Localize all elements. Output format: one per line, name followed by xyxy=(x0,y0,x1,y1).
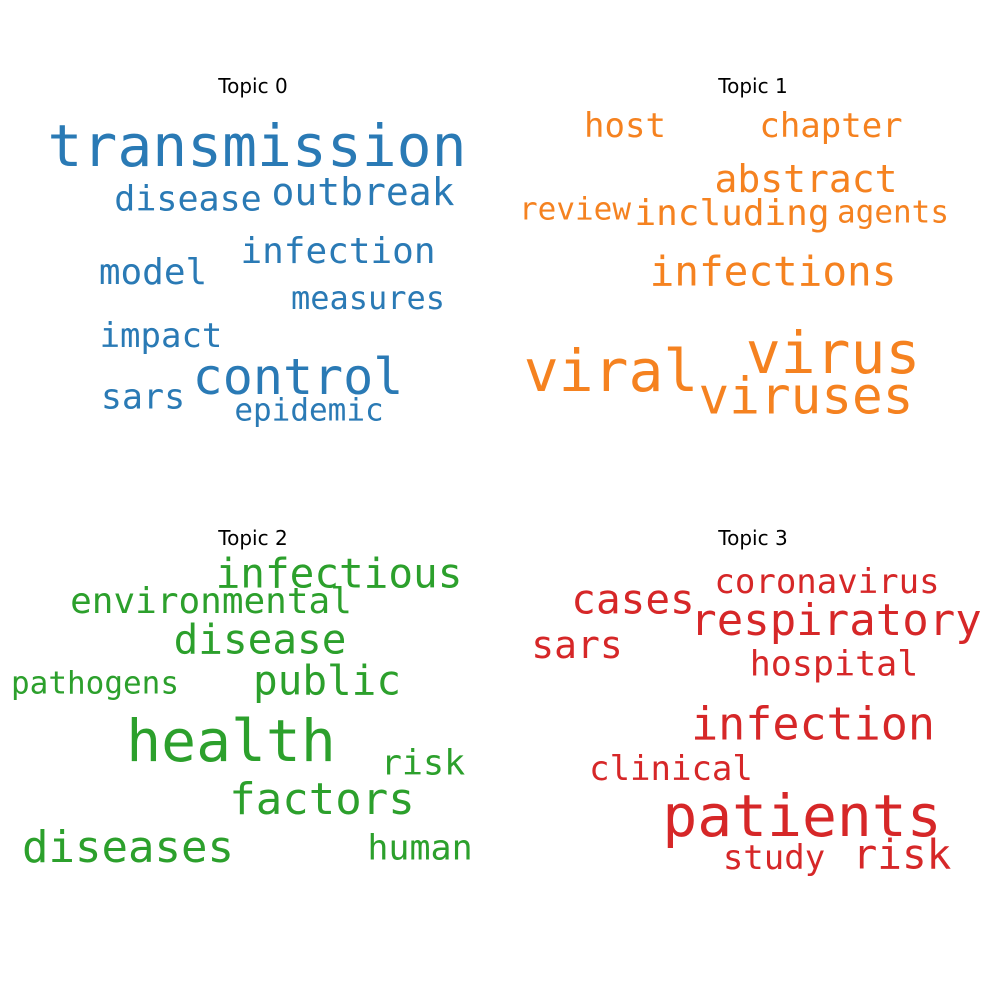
topic-1-word-including: including xyxy=(634,193,830,234)
topic-3-word-study: study xyxy=(722,838,826,878)
topic-0-word-sars: sars xyxy=(100,377,186,418)
topic-1-word-chapter: chapter xyxy=(759,106,903,146)
topic-0-title: Topic 0 xyxy=(218,74,288,98)
topic-3-panel: Topic 3 patients infection respiratory c… xyxy=(500,452,1000,952)
topic-1-panel: Topic 1 viral virus viruses infections a… xyxy=(500,0,1000,500)
topic-3-word-risk: risk xyxy=(852,830,952,879)
topic-0-word-infection: infection xyxy=(240,231,436,272)
topic-2-panel: Topic 2 health factors diseases infectio… xyxy=(0,452,500,952)
topic-0-word-outbreak: outbreak xyxy=(271,170,455,214)
topic-3-word-patients: patients xyxy=(662,782,942,850)
topic-1-word-agents: agents xyxy=(837,194,949,231)
topic-0-word-disease: disease xyxy=(114,179,262,220)
topic-2-cloud: health factors diseases infectious disea… xyxy=(0,452,500,952)
topic-3-word-coronavirus: coronavirus xyxy=(714,562,940,602)
topic-2-word-environmental: environmental xyxy=(70,581,352,622)
topic-3-word-sars: sars xyxy=(531,623,623,667)
topic-3-word-cases: cases xyxy=(571,575,695,624)
topic-1-word-virus: virus xyxy=(745,319,921,387)
topic-2-word-factors: factors xyxy=(229,774,415,825)
topic-3-word-hospital: hospital xyxy=(749,644,919,685)
topic-1-word-infections: infections xyxy=(649,247,897,296)
topic-0-word-impact: impact xyxy=(99,316,223,356)
topic-3-word-infection: infection xyxy=(691,697,935,751)
topic-0-panel: Topic 0 transmission control outbreak in… xyxy=(0,0,500,500)
topic-3-word-clinical: clinical xyxy=(589,749,753,789)
topic-0-word-epidemic: epidemic xyxy=(234,392,384,429)
topic-1-word-review: review xyxy=(519,191,631,228)
topic-1-word-viral: viral xyxy=(523,337,699,405)
topic-1-word-host: host xyxy=(584,106,666,146)
topic-2-title: Topic 2 xyxy=(218,526,288,550)
topic-2-word-risk: risk xyxy=(380,743,466,784)
topic-2-word-health: health xyxy=(126,707,336,775)
topic-0-cloud: transmission control outbreak infection … xyxy=(0,0,500,500)
topic-0-word-model: model xyxy=(98,252,208,293)
topic-2-word-pathogens: pathogens xyxy=(11,665,179,702)
topic-0-word-control: control xyxy=(192,348,404,406)
topic-3-cloud: patients infection respiratory cases ris… xyxy=(500,452,1000,952)
topic-3-title: Topic 3 xyxy=(718,526,788,550)
topic-1-word-abstract: abstract xyxy=(714,157,898,201)
topic-2-word-infectious: infectious xyxy=(215,549,463,598)
topic-1-cloud: viral virus viruses infections abstract … xyxy=(500,0,1000,500)
topic-3-word-respiratory: respiratory xyxy=(690,595,982,646)
topic-1-word-viruses: viruses xyxy=(698,367,914,427)
topic-0-word-transmission: transmission xyxy=(47,112,467,180)
topic-2-word-disease: disease xyxy=(173,615,347,664)
topic-0-word-measures: measures xyxy=(290,279,446,317)
topic-1-title: Topic 1 xyxy=(718,74,788,98)
topic-2-word-diseases: diseases xyxy=(22,822,234,873)
topic-2-word-human: human xyxy=(367,828,473,869)
topic-2-word-public: public xyxy=(252,656,402,705)
